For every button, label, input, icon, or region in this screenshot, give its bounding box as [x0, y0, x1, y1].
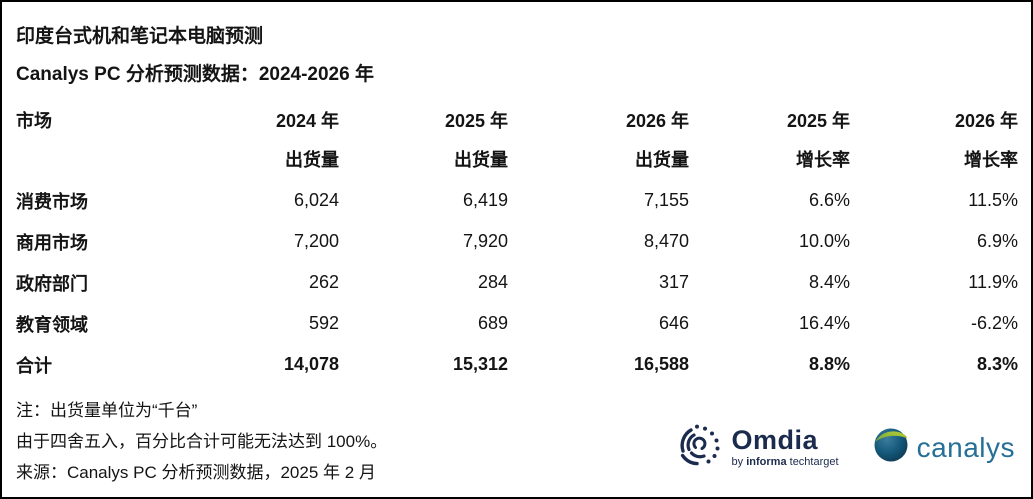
cell-value: 284	[477, 272, 508, 292]
omdia-wordmark: Omdia by informa techtarget	[732, 427, 839, 468]
forecast-table: 市场 2024 年 出货量 2025 年 出货量 2026 年 出货量 2025…	[16, 102, 1018, 385]
footnote-rounding: 由于四舍五入，百分比合计可能无法达到 100%。	[16, 432, 388, 451]
row-label: 政府部门	[16, 273, 88, 294]
col-header-text: 增长率	[964, 150, 1018, 170]
footnotes: 注：出货量单位为“千台” 由于四舍五入，百分比合计可能无法达到 100%。 来源…	[16, 395, 1018, 488]
col-header-2026-shipments: 2026 年 出货量	[508, 102, 689, 180]
omdia-name-text: Omdia	[731, 425, 819, 455]
col-header-market: 市场	[16, 102, 176, 180]
col-header-text: 2025 年	[786, 111, 850, 131]
cell-value: 16,588	[633, 354, 689, 374]
page-title: 印度台式机和笔记本电脑预测	[16, 26, 264, 47]
col-header-text: 市场	[16, 111, 52, 131]
table-header-row: 市场 2024 年 出货量 2025 年 出货量 2026 年 出货量 2025…	[16, 102, 1018, 180]
cell-value: 10.0%	[798, 231, 850, 251]
table-row-commercial: 商用市场 7,200 7,920 8,470 10.0% 6.9%	[16, 221, 1018, 262]
cell-value: 8.4%	[808, 272, 850, 292]
footnote-source: 来源：Canalys PC 分析预测数据，2025 年 2 月	[16, 463, 376, 482]
cell-value: -6.2%	[970, 313, 1018, 333]
omdia-rings-icon	[677, 422, 723, 473]
row-label: 商用市场	[16, 232, 88, 253]
cell-value: 6.9%	[976, 231, 1018, 251]
col-header-text: 2026 年	[625, 111, 689, 131]
table-row-government: 政府部门 262 284 317 8.4% 11.9%	[16, 262, 1018, 303]
col-header-text: 出货量	[635, 150, 689, 170]
page-subtitle: Canalys PC 分析预测数据：2024-2026 年	[16, 64, 374, 85]
row-label: 合计	[16, 355, 52, 376]
cell-value: 7,920	[462, 231, 508, 251]
omdia-tagline-text: by informa techtarget	[731, 456, 839, 468]
canalys-sphere-icon	[873, 427, 909, 468]
cell-value: 317	[658, 272, 689, 292]
cell-value: 7,200	[293, 231, 339, 251]
footnote-units: 注：出货量单位为“千台”	[16, 401, 198, 420]
cell-value: 262	[308, 272, 339, 292]
cell-value: 8.8%	[808, 354, 850, 374]
title-block: 印度台式机和笔记本电脑预测 Canalys PC 分析预测数据：2024-202…	[16, 22, 1018, 90]
cell-value: 6,024	[293, 190, 339, 210]
cell-value: 689	[477, 313, 508, 333]
col-header-text: 2025 年	[444, 111, 508, 131]
table-row-education: 教育领域 592 689 646 16.4% -6.2%	[16, 303, 1018, 344]
col-header-2026-growth: 2026 年 增长率	[850, 102, 1018, 180]
cell-value: 14,078	[283, 354, 339, 374]
omdia-logo: Omdia by informa techtarget	[677, 422, 839, 473]
col-header-text: 出货量	[454, 150, 508, 170]
col-header-2025-shipments: 2025 年 出货量	[339, 102, 508, 180]
cell-value: 11.5%	[968, 190, 1018, 210]
cell-value: 8.3%	[976, 354, 1018, 374]
cell-value: 8,470	[643, 231, 689, 251]
cell-value: 16.4%	[798, 313, 850, 333]
canalys-name-text: canalys	[916, 431, 1015, 463]
cell-value: 6,419	[462, 190, 508, 210]
cell-value: 7,155	[643, 190, 689, 210]
col-header-2024-shipments: 2024 年 出货量	[176, 102, 339, 180]
col-header-text: 出货量	[285, 150, 339, 170]
table-row-consumer: 消费市场 6,024 6,419 7,155 6.6% 11.5%	[16, 180, 1018, 221]
cell-value: 11.9%	[968, 272, 1018, 292]
cell-value: 646	[658, 313, 689, 333]
row-label: 教育领域	[16, 314, 88, 335]
col-header-text: 2024 年	[275, 111, 339, 131]
row-label: 消费市场	[16, 191, 88, 212]
table-row-total: 合计 14,078 15,312 16,588 8.8% 8.3%	[16, 344, 1018, 385]
cell-value: 6.6%	[808, 190, 850, 210]
col-header-2025-growth: 2025 年 增长率	[689, 102, 850, 180]
cell-value: 15,312	[452, 354, 508, 374]
canalys-logo: canalys	[873, 427, 1015, 468]
cell-value: 592	[308, 313, 339, 333]
logo-strip: Omdia by informa techtarget	[677, 422, 1015, 473]
col-header-text: 增长率	[796, 150, 850, 170]
col-header-text: 2026 年	[954, 111, 1018, 131]
